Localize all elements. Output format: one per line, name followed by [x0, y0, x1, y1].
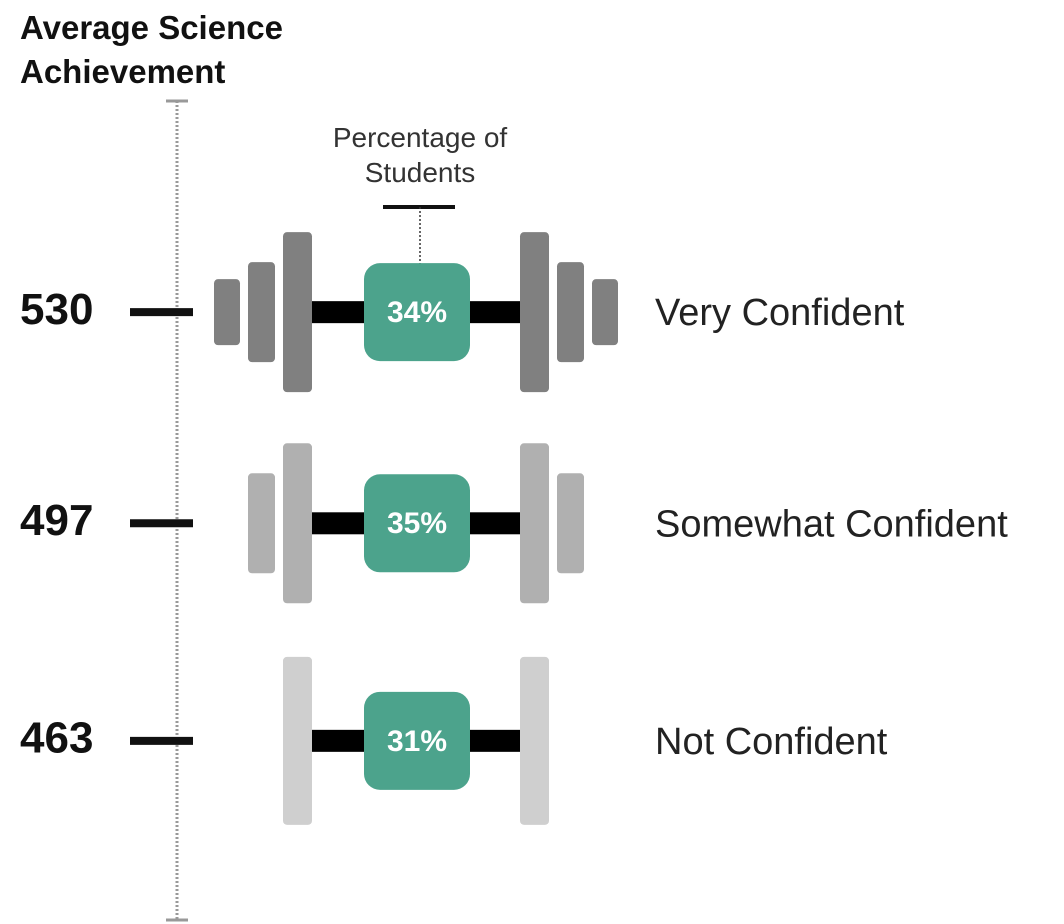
- chart-title: Average Science Achievement: [20, 9, 283, 90]
- plate: [214, 279, 240, 346]
- plate: [248, 262, 275, 363]
- share-label: 35%: [387, 507, 447, 540]
- plate: [283, 656, 312, 825]
- share-box: [364, 263, 470, 362]
- share-label: 31%: [387, 725, 447, 758]
- plate: [248, 473, 275, 574]
- plate: [520, 656, 549, 825]
- category-label: Not Confident: [655, 721, 888, 763]
- category-label: Somewhat Confident: [655, 503, 1008, 545]
- share-box: [364, 691, 470, 790]
- share-box: [364, 474, 470, 573]
- score-label: 463: [20, 713, 93, 762]
- annotation: Percentage of Students: [332, 122, 508, 188]
- plate: [283, 443, 312, 604]
- plate: [520, 443, 549, 604]
- plate: [557, 473, 584, 574]
- plate: [520, 232, 549, 393]
- plate: [283, 232, 312, 393]
- score-label: 530: [20, 285, 93, 334]
- share-label: 34%: [387, 296, 447, 329]
- plate: [592, 279, 618, 346]
- category-label: Very Confident: [655, 292, 905, 334]
- plate: [557, 262, 584, 363]
- score-label: 497: [20, 496, 93, 545]
